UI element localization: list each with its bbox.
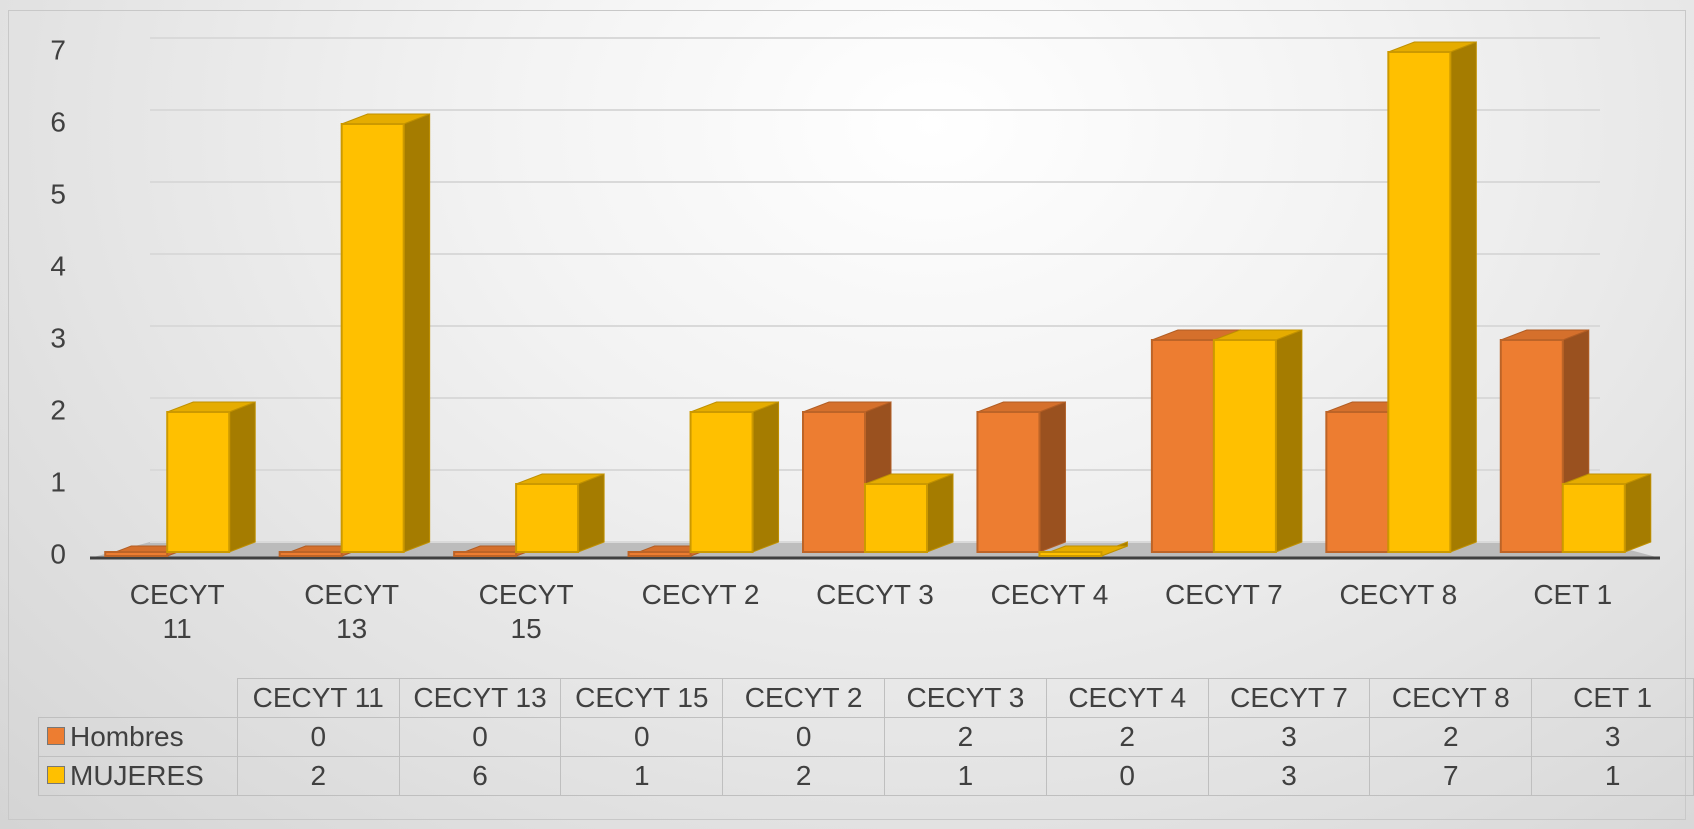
bar-front (166, 411, 231, 553)
y-tick-label: 3 (50, 322, 66, 353)
table-header-cell: CECYT 7 (1207, 678, 1371, 718)
table-cell: 3 (1207, 756, 1371, 796)
bar-front (689, 411, 754, 553)
bar-front (1150, 339, 1215, 553)
x-tick-label: CECYT 7 (1165, 579, 1283, 610)
bar-side (1624, 473, 1652, 553)
bar-side (1449, 41, 1477, 553)
bar (1387, 41, 1477, 553)
table-header-cell: CECYT 11 (236, 678, 400, 718)
legend-entry: Hombres (38, 717, 238, 757)
table-cell: 1 (1531, 756, 1694, 796)
table-header-cell: CECYT 2 (722, 678, 886, 718)
table-header-cell: CET 1 (1531, 678, 1694, 718)
bar-front (802, 411, 866, 553)
bar-side (577, 473, 605, 553)
bar-front (1325, 411, 1390, 553)
bar-side (1275, 329, 1303, 553)
data-table: CECYT 11 CECYT 13 CECYT 15 CECYT 2 CECYT 3 CE… (38, 678, 1694, 796)
table-cell: 1 (884, 756, 1047, 796)
bar (515, 473, 605, 553)
bar-front (976, 411, 1041, 553)
y-tick-label: 1 (50, 466, 66, 497)
legend-entry: MUJERES (38, 756, 238, 796)
table-header-cell: CECYT 3 (884, 678, 1047, 718)
bar (166, 401, 256, 553)
bar (689, 401, 780, 553)
table-cell: 2 (884, 717, 1047, 757)
y-tick-label: 4 (50, 250, 66, 281)
bar (340, 113, 431, 553)
bar-front (627, 551, 692, 557)
bar-front (515, 483, 580, 553)
bar-front (1038, 551, 1103, 557)
y-tick-label: 7 (50, 34, 66, 65)
table-cell: 1 (560, 756, 724, 796)
x-tick-label: CET 1 (1533, 579, 1613, 610)
table-cell: 0 (1045, 756, 1209, 796)
legend-key (47, 727, 65, 745)
bar-front (864, 483, 928, 553)
table-header-cell: CECYT 8 (1369, 678, 1533, 718)
y-tick-label: 5 (50, 178, 66, 209)
x-tick-label: CECYT 8 (1339, 579, 1458, 610)
bar-side (228, 401, 256, 553)
bar-side (403, 113, 431, 553)
table-cell: 6 (398, 756, 562, 796)
bar-front (1499, 339, 1564, 553)
table-header: CECYT 11 CECYT 13 CECYT 15 CECYT 2 CECYT 3 CE… (39, 678, 1694, 718)
bar-front (1561, 483, 1626, 553)
bar (1561, 473, 1652, 553)
table-header-cell: CECYT 4 (1045, 678, 1209, 718)
bar-front (1387, 51, 1452, 553)
bar-front (104, 551, 169, 557)
y-tick-label: 2 (50, 394, 66, 425)
bar-side (926, 473, 954, 553)
x-tick-label: CECYT 2 (641, 579, 760, 610)
x-tick-label: CECYT 13 (304, 579, 400, 644)
bar-side (752, 401, 780, 553)
x-tick-label: CECYT 3 (816, 579, 934, 610)
table-cell: 2 (722, 756, 886, 796)
table-header-cell: CECYT 15 (560, 678, 724, 718)
table-cell: 0 (560, 717, 724, 757)
legend-label: Hombres (70, 721, 184, 752)
table-corner (39, 679, 238, 718)
x-tick-label: CECYT 4 (990, 579, 1109, 610)
bar (1038, 541, 1128, 557)
bar (864, 473, 954, 553)
bar-front (340, 123, 405, 553)
bar (976, 401, 1066, 553)
bar-front (278, 551, 343, 557)
legend-key (47, 766, 65, 784)
x-tick-label: CECYT 11 (129, 579, 225, 644)
bar-front (453, 551, 518, 557)
chart-frame (8, 10, 1686, 820)
table-cell: 2 (1045, 717, 1209, 757)
table-cell: 2 (1369, 717, 1533, 757)
bar-front (1212, 339, 1277, 553)
bar-side (1038, 401, 1066, 553)
x-tick-label: CECYT 15 (478, 579, 574, 644)
table-cell: 0 (398, 717, 562, 757)
table-cell: 3 (1207, 717, 1371, 757)
table-cell: 0 (236, 717, 400, 757)
y-tick-label: 0 (50, 538, 66, 569)
table-header-cell: CECYT 13 (398, 678, 562, 718)
table-row: MUJERES 2 6 1 2 1 0 3 7 1 (38, 756, 1694, 796)
table-row: Hombres 0 0 0 0 2 2 3 2 3 (38, 717, 1694, 757)
y-tick-label: 6 (50, 106, 66, 137)
table-cell: 7 (1369, 756, 1533, 796)
table-cell: 2 (236, 756, 400, 796)
bar (1212, 329, 1303, 553)
legend-label: MUJERES (70, 760, 204, 791)
table-cell: 3 (1531, 717, 1694, 757)
table-cell: 0 (722, 717, 886, 757)
